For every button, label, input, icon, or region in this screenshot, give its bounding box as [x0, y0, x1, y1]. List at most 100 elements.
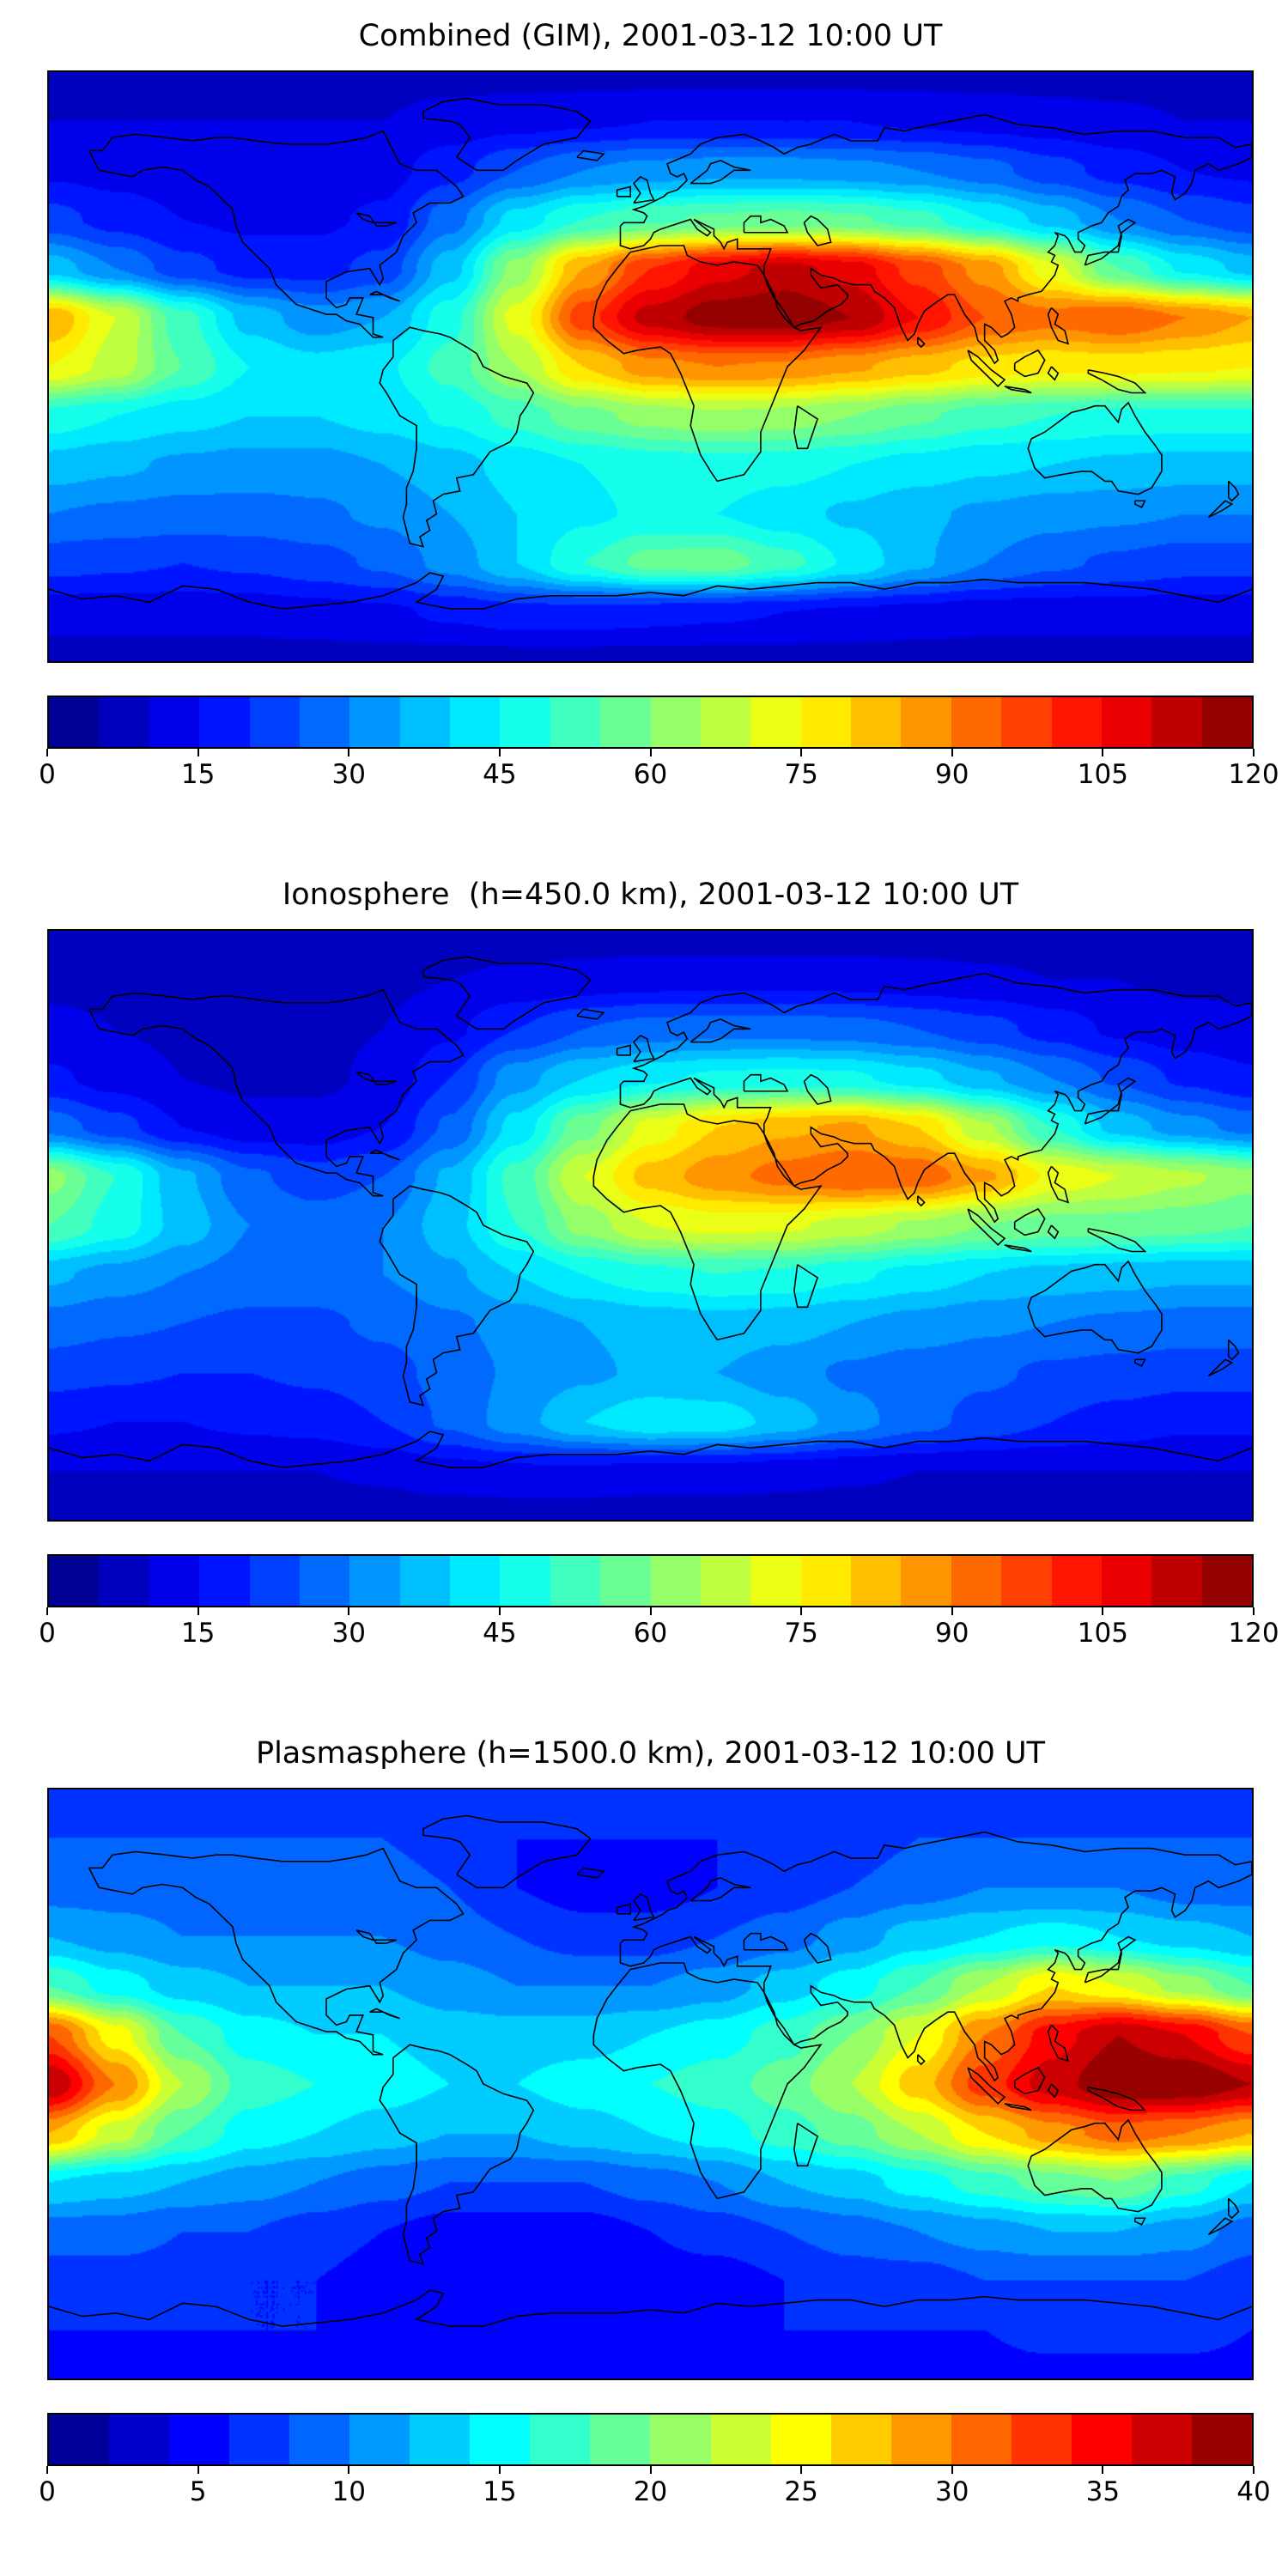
colorbar-tick-label: 105 [1077, 1618, 1128, 1649]
colorbar-tick-label: 90 [935, 1618, 969, 1649]
colorbar [47, 696, 1254, 749]
colorbar-segment [851, 697, 902, 747]
colorbar-tick-label: 30 [935, 2476, 969, 2507]
colorbar-segment [450, 697, 501, 747]
coastline-overlay [49, 931, 1252, 1520]
colorbar-segment [199, 1556, 250, 1606]
colorbar-tick-mark [197, 2466, 199, 2474]
colorbar-segment [49, 2415, 110, 2464]
colorbar-segment [289, 2415, 350, 2464]
colorbar-tick-label: 15 [180, 759, 216, 790]
colorbar [47, 2413, 1254, 2466]
colorbar-tick-label: 10 [331, 2476, 366, 2507]
colorbar-tick-mark [649, 1607, 652, 1615]
world-tec-map [47, 70, 1254, 663]
world-tec-map [47, 929, 1254, 1522]
colorbar-tick-label: 30 [331, 759, 366, 790]
colorbar-segment [500, 1556, 550, 1606]
colorbar-segment [410, 2415, 471, 2464]
panel-plasmasphere: Plasmasphere (h=1500.0 km), 2001-03-12 1… [0, 1717, 1288, 2576]
colorbar-segment [1191, 2415, 1252, 2464]
colorbar-segment [399, 1556, 450, 1606]
colorbar-segment [450, 1556, 501, 1606]
colorbar-segment [399, 697, 450, 747]
colorbar-segment [1001, 697, 1052, 747]
coastline-path [49, 957, 1252, 1467]
colorbar-tick-label: 75 [784, 759, 818, 790]
colorbar-tick-label: 0 [39, 759, 56, 790]
colorbar-segment [470, 2415, 531, 2464]
panel-title: Ionosphere (h=450.0 km), 2001-03-12 10:0… [282, 878, 1019, 912]
colorbar-segment [109, 2415, 170, 2464]
colorbar-segment [710, 2415, 771, 2464]
colorbar-segment [1201, 1556, 1252, 1606]
colorbar-tick-label: 75 [784, 1618, 818, 1649]
colorbar-segment [299, 697, 350, 747]
colorbar-tick-mark [951, 749, 953, 756]
coastline-overlay [49, 1789, 1252, 2379]
colorbar-tick-label: 15 [180, 1618, 216, 1649]
colorbar-segment [800, 1556, 851, 1606]
colorbar-tick-label: 30 [331, 1618, 366, 1649]
colorbar-segment [851, 1556, 902, 1606]
colorbar-segment [49, 1556, 100, 1606]
colorbar-segment [830, 2415, 891, 2464]
colorbar-segment [229, 2415, 290, 2464]
colorbar-tick-mark [1102, 2466, 1104, 2474]
colorbar-segment [700, 1556, 751, 1606]
colorbar-ticks: 0 5 10 15 20 25 30 35 40 [39, 2466, 1271, 2512]
colorbar-segment [149, 697, 200, 747]
colorbar-segment [530, 2415, 591, 2464]
colorbar-segment [1151, 1556, 1202, 1606]
colorbar-segment [1051, 1556, 1102, 1606]
colorbar-segment [1131, 2415, 1192, 2464]
colorbar-tick-label: 120 [1228, 1618, 1279, 1649]
colorbar-tick-mark [197, 749, 199, 756]
colorbar-segment [299, 1556, 350, 1606]
colorbar-segment [1101, 1556, 1152, 1606]
colorbar-tick-mark [1253, 749, 1255, 756]
colorbar-tick-label: 60 [633, 1618, 668, 1649]
colorbar-tick-label: 20 [633, 2476, 668, 2507]
colorbar-segment [951, 2415, 1012, 2464]
colorbar-tick-label: 120 [1228, 759, 1279, 790]
colorbar-segment [650, 697, 701, 747]
colorbar-segment [600, 697, 651, 747]
colorbar-segment [650, 1556, 701, 1606]
colorbar-segment [1101, 697, 1152, 747]
colorbar-segment [1051, 697, 1102, 747]
colorbar-tick-mark [1102, 1607, 1104, 1615]
colorbar-segment [1011, 2415, 1072, 2464]
colorbar-tick-mark [348, 1607, 350, 1615]
colorbar-segment [500, 697, 550, 747]
colorbar-tick-mark [800, 2466, 803, 2474]
colorbar-segment [349, 1556, 400, 1606]
colorbar [47, 1554, 1254, 1607]
colorbar-tick-mark [348, 749, 350, 756]
colorbar-segment [1001, 1556, 1052, 1606]
colorbar-segment [349, 2415, 410, 2464]
colorbar-segment [99, 1556, 149, 1606]
colorbar-segment [49, 697, 100, 747]
colorbar-ticks: 0 15 30 45 60 75 90 105 120 [39, 749, 1279, 795]
colorbar-tick-mark [649, 749, 652, 756]
colorbar-tick-mark [348, 2466, 350, 2474]
colorbar-segment [800, 697, 851, 747]
panel-combined-gim: Combined (GIM), 2001-03-12 10:00 UT 0 15 3… [0, 0, 1288, 859]
colorbar-segment [99, 697, 149, 747]
colorbar-tick-label: 15 [483, 2476, 517, 2507]
colorbar-tick-mark [1102, 749, 1104, 756]
colorbar-segment [249, 697, 300, 747]
colorbar-segment [700, 697, 751, 747]
colorbar-segment [169, 2415, 230, 2464]
colorbar-tick-mark [46, 1607, 48, 1615]
colorbar-segment [600, 1556, 651, 1606]
colorbar-tick-label: 60 [633, 759, 668, 790]
colorbar-segment [770, 2415, 831, 2464]
colorbar-tick-mark [498, 1607, 501, 1615]
colorbar-tick-label: 0 [39, 1618, 56, 1649]
colorbar-segment [550, 1556, 601, 1606]
colorbar-tick-mark [1253, 1607, 1255, 1615]
panel-title: Combined (GIM), 2001-03-12 10:00 UT [358, 19, 943, 53]
colorbar-segment [901, 697, 951, 747]
